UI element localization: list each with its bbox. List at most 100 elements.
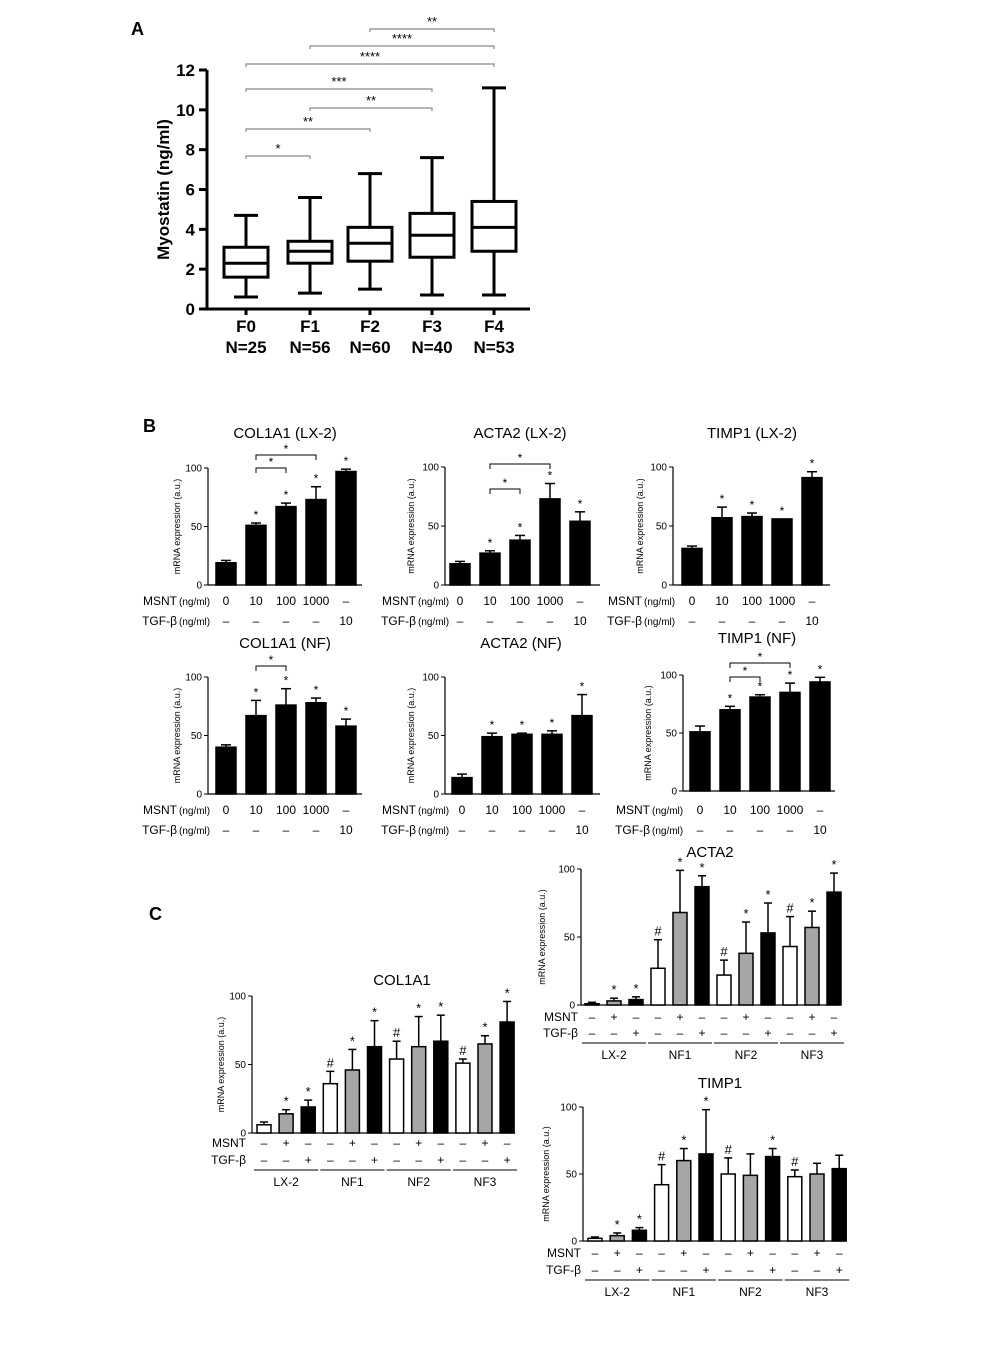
significance-mark: # [791,1154,799,1169]
msnt-value: 100 [750,803,770,817]
tgf-value: – [743,1026,750,1040]
y-tick-label: 100 [558,865,575,876]
bar [245,524,267,586]
tgf-value: – [313,823,320,837]
msnt-row-label: MSNT [382,594,417,608]
msnt-row-label: MSNT [212,1136,247,1150]
msnt-row-label: MSNT [608,594,643,608]
bar [479,552,501,586]
significance-mark: * [284,1094,289,1109]
tgf-unit: (ng/ml) [644,617,675,628]
significance-mark: * [637,1212,642,1227]
msnt-value: + [283,1136,290,1150]
significance-bracket [245,155,311,159]
bar [742,1174,759,1242]
msnt-value: – [703,1246,710,1260]
significance-mark: * [438,999,443,1014]
bar [245,714,267,795]
msnt-value: – [437,1136,444,1150]
tgf-value: – [680,1263,687,1277]
significance-mark: # [459,1043,467,1058]
significance-mark: * [758,680,763,694]
tgf-value: + [371,1153,378,1167]
tgf-value: – [460,1153,467,1167]
bar [322,1082,339,1134]
tgf-value: – [655,1026,662,1040]
bar [782,945,798,1006]
bar [676,1159,692,1242]
y-tick-label: 2 [186,260,195,279]
tgf-value: 10 [339,614,353,628]
significance-stars: ** [427,14,437,29]
chart-title: TIMP1 (LX-2) [707,425,797,442]
box-f3 [408,156,456,297]
tgf-value: – [592,1263,599,1277]
y-axis-label: mRNA expression (a.u.) [537,889,547,985]
msnt-value: + [415,1136,422,1150]
significance-mark: * [314,683,319,697]
bar [366,1045,383,1134]
msnt-value: 100 [276,594,296,608]
bar [787,1175,803,1242]
significance-bracket [729,662,791,668]
msnt-value: 0 [697,803,704,817]
x-tick-label: F4 [484,317,504,336]
tgf-value: 10 [575,823,589,837]
bar [335,725,357,795]
y-tick-label: 0 [433,581,439,592]
significance-bracket [369,28,495,32]
msnt-unit: (ng/ml) [418,597,449,608]
msnt-value: – [371,1136,378,1150]
msnt-value: + [676,1010,683,1024]
x-tick-label: F0 [236,317,256,336]
msnt-value: 100 [512,803,532,817]
bar [449,563,471,586]
bar [215,562,237,586]
tgf-row-label: TGF-β [607,614,642,628]
bar [681,547,703,586]
significance-stars: * [269,653,274,667]
y-axis-label: mRNA expression (a.u.) [172,479,182,575]
bar [511,733,533,795]
tgf-value: + [698,1026,705,1040]
significance-mark: * [488,536,493,550]
y-tick-label: 100 [185,464,202,475]
significance-mark: * [284,488,289,502]
tgf-value: – [791,1263,798,1277]
tgf-value: – [787,1026,794,1040]
bar [738,952,754,1006]
significance-mark: * [788,668,793,682]
msnt-value: 0 [457,594,464,608]
tgf-row-label: TGF-β [546,1263,581,1277]
msnt-unit: (ng/ml) [179,806,210,817]
tgf-value: – [487,614,494,628]
significance-bracket [489,463,551,469]
group-label: LX-2 [605,1285,631,1299]
n-label: N=60 [349,338,390,357]
y-axis-label: mRNA expression (a.u.) [643,685,653,781]
barchart-c-col1a1: COL1A1 0 50 100 mRNA expression (a.u.) * * # * * #… [211,972,518,1189]
barchart-c-timp1: TIMP1 0 50 100 mRNA expression (a.u.) * * # * * # *… [541,1075,850,1299]
y-tick-label: 100 [229,992,246,1003]
bar [606,1000,622,1006]
significance-bracket [245,128,371,132]
tgf-value: – [327,1153,334,1167]
msnt-value: – [725,1246,732,1260]
x-tick-label: F3 [422,317,442,336]
significance-mark: * [750,498,755,512]
tgf-value: – [415,1153,422,1167]
tgf-value: – [313,614,320,628]
significance-bracket [255,467,287,473]
tgf-value: – [283,614,290,628]
significance-stars: * [284,442,289,456]
msnt-value: – [460,1136,467,1150]
tgf-unit: (ng/ml) [179,826,210,837]
y-tick-label: 50 [191,731,203,742]
bar [698,1153,714,1242]
msnt-unit: (ng/ml) [652,806,683,817]
y-tick-label: 50 [428,731,440,742]
significance-mark: * [518,520,523,534]
msnt-value: + [481,1136,488,1150]
tgf-value: – [697,823,704,837]
